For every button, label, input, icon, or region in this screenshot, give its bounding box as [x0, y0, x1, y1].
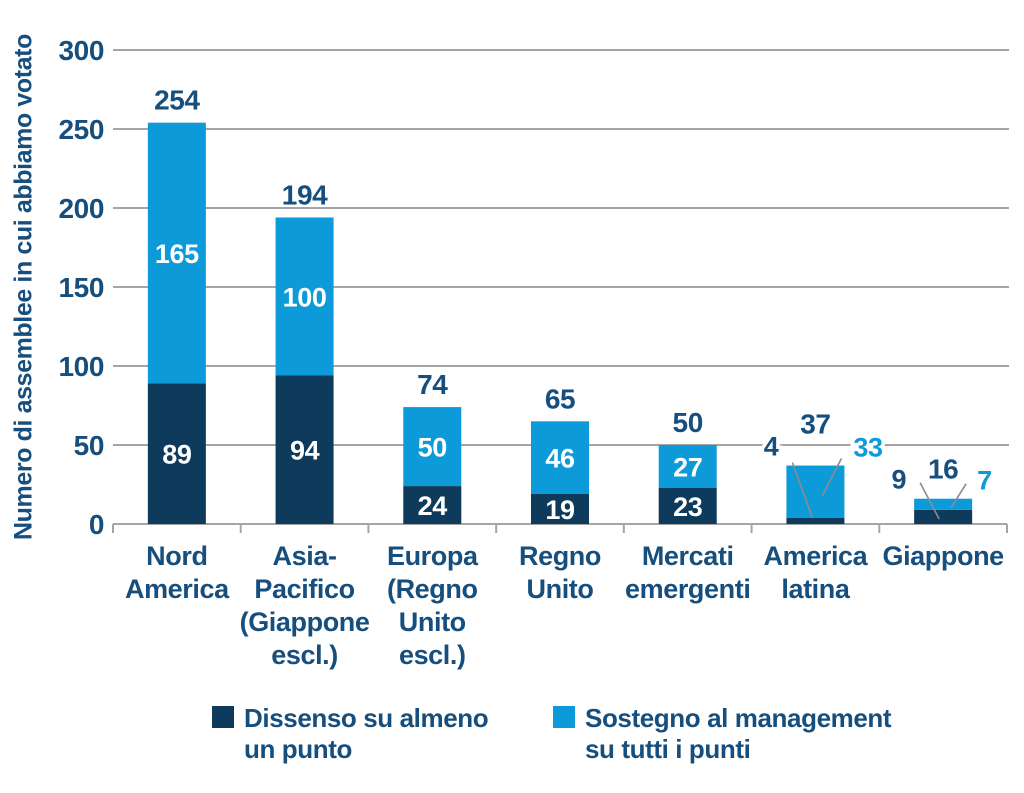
bar-nord-america-light: [147, 122, 206, 384]
leader-giappone-dark: [919, 482, 940, 520]
value-regno-unito-dark: 19: [545, 495, 575, 525]
bar-regno-unito-light: [531, 421, 589, 494]
x-category-label-nord-america: Nord America: [125, 541, 230, 604]
bar-mercati-emergenti-dark: [658, 487, 717, 524]
y-tick-label-200: 200: [58, 193, 104, 224]
value-asia-pacifico-giappone-escl-light: 100: [283, 282, 327, 312]
total-regno-unito: 65: [545, 383, 575, 414]
value-regno-unito-light: 46: [545, 444, 575, 474]
legend-label-line: Sostegno al management: [585, 703, 892, 733]
total-mercati-emergenti: 50: [673, 407, 703, 438]
leader-america-latina-light: [821, 458, 843, 496]
value-nord-america-light: 165: [155, 239, 199, 269]
stacked-bar-plot: 0501001502002503008916525494100194245074…: [58, 35, 1009, 670]
bar-america-latina-dark: [786, 517, 845, 524]
x-category-label-mercati-emergenti: Mercati emergenti: [625, 541, 750, 604]
legend-label-line: Dissenso su almeno: [244, 703, 489, 733]
y-tick-label-300: 300: [58, 35, 104, 66]
legend-item-dissenso: Dissenso su almeno un punto: [212, 703, 489, 765]
x-category-label-giappone: Giappone: [882, 541, 1004, 571]
bar-mercati-emergenti-light: [658, 445, 717, 488]
bar-asia-pacifico-giappone-escl-dark: [275, 375, 334, 524]
x-category-label-regno-unito: Regno Unito: [519, 541, 601, 604]
total-america-latina: 37: [800, 409, 830, 440]
bar-asia-pacifico-giappone-escl-light: [275, 217, 334, 376]
legend-label-sostegno: Sostegno al management su tutti i punti: [585, 703, 892, 765]
bar-giappone-dark: [914, 509, 973, 524]
bar-america-latina-light: [786, 465, 845, 518]
bar-europa-regno-unito-escl-light: [403, 407, 462, 487]
x-category-label-america-latina: America latina: [764, 541, 869, 604]
y-tick-label-100: 100: [58, 351, 104, 382]
total-nord-america: 254: [154, 85, 200, 116]
y-tick-label-0: 0: [89, 509, 104, 540]
y-tick-label-150: 150: [58, 272, 104, 303]
legend-label-line: su tutti i punti: [585, 734, 751, 764]
legend-swatch-dark: [212, 706, 234, 728]
value-asia-pacifico-giappone-escl-dark: 94: [290, 436, 320, 466]
leader-giappone-light: [950, 483, 967, 509]
callout-america-latina-light: 33: [853, 433, 883, 463]
y-tick-label-250: 250: [58, 114, 104, 145]
callout-giappone-light: 7: [977, 466, 992, 496]
leader-america-latina-dark: [791, 462, 814, 519]
x-category-label-asia-pacifico-giappone-escl: Asia-Pacifico (Giappone escl.): [240, 541, 370, 670]
value-mercati-emergenti-light: 27: [673, 452, 702, 482]
x-category-label-europa-regno-unito-escl: Europa (Regno Unito escl.): [387, 541, 479, 670]
legend-label-line: un punto: [244, 734, 352, 764]
callout-america-latina-dark: 4: [764, 432, 779, 462]
value-nord-america-dark: 89: [162, 440, 192, 470]
bar-giappone-light: [914, 498, 973, 510]
bar-regno-unito-dark: [531, 493, 589, 524]
bar-europa-regno-unito-escl-dark: [403, 486, 462, 524]
bar-nord-america-dark: [147, 383, 206, 524]
legend-item-sostegno: Sostegno al management su tutti i punti: [553, 703, 892, 765]
callout-giappone-dark: 9: [892, 465, 907, 495]
value-europa-regno-unito-escl-dark: 24: [418, 491, 448, 521]
y-tick-label-50: 50: [74, 430, 104, 461]
total-asia-pacifico-giappone-escl: 194: [282, 179, 328, 210]
legend-swatch-light: [553, 706, 575, 728]
total-giappone: 16: [928, 454, 958, 485]
value-europa-regno-unito-escl-light: 50: [418, 433, 447, 463]
total-europa-regno-unito-escl: 74: [417, 369, 448, 400]
legend-label-dissenso: Dissenso su almeno un punto: [244, 703, 489, 765]
value-mercati-emergenti-dark: 23: [673, 492, 703, 522]
